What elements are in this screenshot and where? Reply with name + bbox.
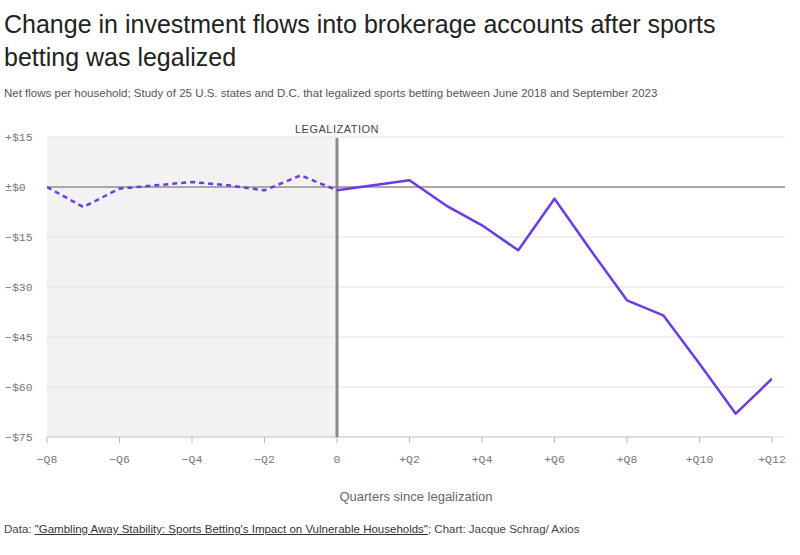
x-tick xyxy=(699,437,700,443)
source-text: ; Chart: Jacque Schrag/ Axios xyxy=(428,523,580,535)
grid-line xyxy=(47,287,785,288)
x-tick-label: +Q2 xyxy=(399,453,420,466)
x-tick-label: +Q8 xyxy=(617,453,638,466)
x-tick xyxy=(482,437,483,443)
x-tick xyxy=(119,437,120,443)
grid-line xyxy=(47,137,785,138)
annotation: LEGALIZATION xyxy=(295,123,379,135)
x-tick xyxy=(554,437,555,443)
series-group xyxy=(47,175,772,413)
x-tick-label: −Q4 xyxy=(182,453,203,466)
footer: Data: "Gambling Away Stability: Sports B… xyxy=(4,523,579,535)
grid-line xyxy=(47,337,785,338)
x-tick xyxy=(772,437,773,443)
source-text: Data: xyxy=(4,523,35,535)
title: Change in investment flows into brokerag… xyxy=(4,8,784,74)
y-tick-label: −$60 xyxy=(5,381,33,394)
x-tick-label: +Q6 xyxy=(544,453,565,466)
chart-root: Change in investment flows into brokerag… xyxy=(0,0,800,555)
x-tick-label: −Q8 xyxy=(37,453,58,466)
x-tick xyxy=(409,437,410,443)
x-tick-label: −Q6 xyxy=(109,453,130,466)
series-line xyxy=(47,175,337,207)
x-tick xyxy=(264,437,265,443)
grid-line xyxy=(47,237,785,238)
x-tick-label: +Q12 xyxy=(758,453,786,466)
x-tick xyxy=(47,437,48,443)
x-axis-title: Quarters since legalization xyxy=(339,489,492,504)
subtitle: Net flows per household; Study of 25 U.S… xyxy=(4,87,794,99)
grid-line xyxy=(47,387,785,388)
grid-line xyxy=(47,437,785,438)
x-tick-label: −Q2 xyxy=(254,453,275,466)
x-tick xyxy=(627,437,628,443)
x-tick-label: +Q10 xyxy=(686,453,714,466)
x-tick-label: +Q4 xyxy=(472,453,493,466)
y-tick-label: ±$0 xyxy=(5,181,26,194)
y-tick-label: −$30 xyxy=(5,281,33,294)
source-link[interactable]: "Gambling Away Stability: Sports Betting… xyxy=(35,523,428,535)
legalization-line xyxy=(336,138,339,437)
chart-svg: +$15 ±$0 −$15 −$30 −$45 −$60 −$75 −Q8 −Q6 −Q4 −Q2 0… xyxy=(0,0,800,555)
x-tick xyxy=(192,437,193,443)
x-tick xyxy=(337,437,338,443)
y-tick-label: −$75 xyxy=(5,431,33,444)
y-tick-label: −$45 xyxy=(5,331,33,344)
x-tick-label: 0 xyxy=(334,453,341,466)
y-tick-label: −$15 xyxy=(5,231,33,244)
y-tick-label: +$15 xyxy=(5,131,33,144)
series-line xyxy=(337,180,772,413)
